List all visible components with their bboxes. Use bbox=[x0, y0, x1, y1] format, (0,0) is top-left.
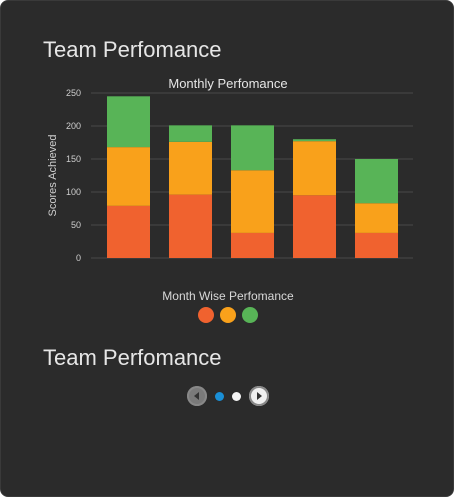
monthly-performance-chart: Monthly Perfomance 0 50 100 150 200 250 Scores … bbox=[47, 76, 413, 263]
section-title: Team Perfomance bbox=[43, 345, 222, 370]
bar-segment[interactable] bbox=[107, 205, 150, 258]
bar-segment[interactable] bbox=[293, 141, 336, 196]
bar-segment[interactable] bbox=[169, 125, 212, 142]
bar-segment[interactable] bbox=[231, 232, 274, 258]
legend-title: Month Wise Perfomance bbox=[162, 289, 294, 303]
legend-entry[interactable] bbox=[220, 307, 236, 323]
bar-segment[interactable] bbox=[355, 203, 398, 233]
y-axis-label: Scores Achieved bbox=[47, 135, 59, 217]
y-tick-label: 250 bbox=[66, 88, 81, 98]
bar-segment[interactable] bbox=[355, 159, 398, 204]
y-tick-label: 200 bbox=[66, 121, 81, 131]
chevron-right-icon bbox=[257, 392, 262, 400]
legend-entry[interactable] bbox=[242, 307, 258, 323]
bar-segment[interactable] bbox=[293, 139, 336, 142]
chart-title: Monthly Perfomance bbox=[168, 76, 287, 91]
bar-segment[interactable] bbox=[355, 232, 398, 258]
next-button[interactable] bbox=[249, 386, 269, 406]
y-tick-label: 150 bbox=[66, 154, 81, 164]
page-indicator-dot[interactable] bbox=[232, 391, 241, 401]
bar-segment[interactable] bbox=[231, 170, 274, 233]
bar-segment[interactable] bbox=[231, 125, 274, 171]
y-tick-label: 50 bbox=[71, 220, 81, 230]
bar-segment[interactable] bbox=[107, 147, 150, 206]
y-tick-label: 100 bbox=[66, 187, 81, 197]
bar-segment[interactable] bbox=[293, 195, 336, 258]
bar-segment[interactable] bbox=[169, 194, 212, 258]
page-title: Team Perfomance bbox=[43, 37, 222, 62]
pager bbox=[1, 386, 454, 406]
y-tick-label: 0 bbox=[76, 253, 81, 263]
prev-button[interactable] bbox=[187, 386, 207, 406]
bar-segment[interactable] bbox=[169, 141, 212, 195]
bar-segment[interactable] bbox=[107, 96, 150, 148]
chart-legend bbox=[1, 307, 454, 323]
chevron-left-icon bbox=[194, 392, 199, 400]
legend-entry[interactable] bbox=[198, 307, 214, 323]
page-indicator-dot[interactable] bbox=[215, 391, 224, 401]
